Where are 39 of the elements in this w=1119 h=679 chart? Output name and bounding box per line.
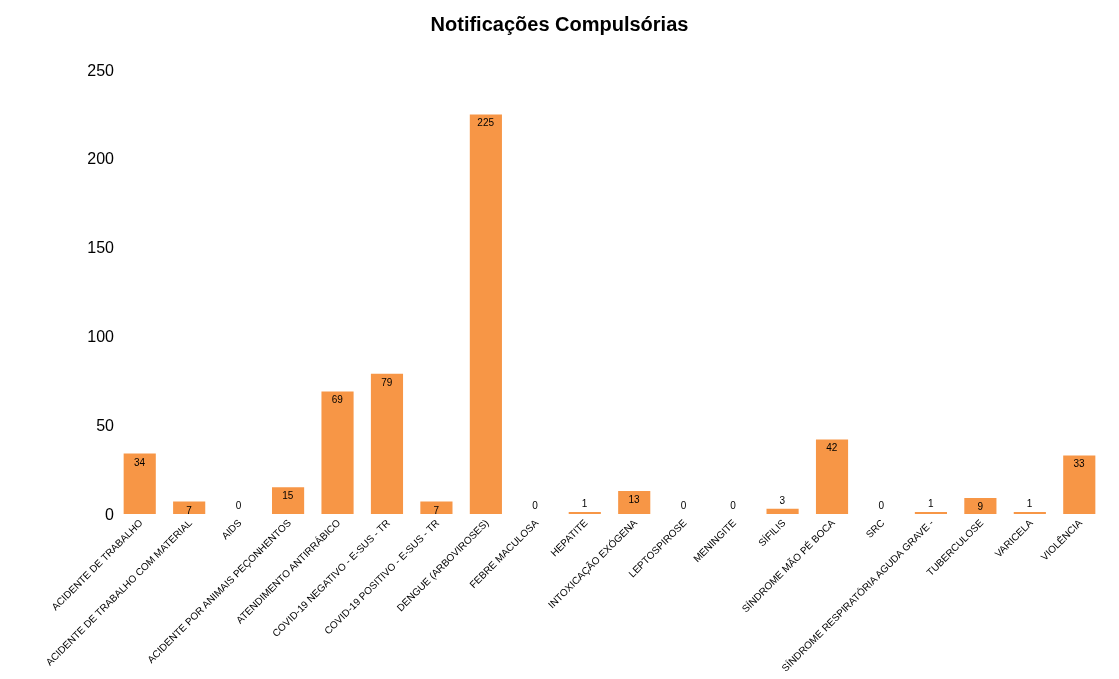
y-tick-label: 200 xyxy=(87,150,115,168)
y-tick-label: 50 xyxy=(96,416,115,434)
data-label: 34 xyxy=(133,456,146,468)
bar xyxy=(1063,455,1096,514)
data-label: 0 xyxy=(235,500,242,511)
bar xyxy=(370,373,404,514)
data-label: 225 xyxy=(477,117,495,129)
data-label: 0 xyxy=(878,500,885,511)
bar xyxy=(272,487,305,514)
data-label: 33 xyxy=(1073,458,1086,470)
y-tick-label: 150 xyxy=(87,239,115,257)
data-label: 7 xyxy=(186,504,193,516)
data-label: 42 xyxy=(826,442,838,454)
y-tick-label: 250 xyxy=(87,61,115,79)
bar xyxy=(173,501,206,514)
data-label: 79 xyxy=(381,376,393,388)
y-tick-label: 0 xyxy=(105,505,115,523)
data-label: 0 xyxy=(680,500,687,511)
bar xyxy=(321,391,354,514)
data-label: 9 xyxy=(977,501,984,513)
y-tick-label: 100 xyxy=(87,328,115,345)
data-label: 1 xyxy=(1026,498,1033,509)
data-label: 0 xyxy=(532,500,539,511)
data-label: 1 xyxy=(927,498,934,509)
bar xyxy=(766,508,799,514)
data-label: 1 xyxy=(581,498,588,509)
data-label: 69 xyxy=(331,394,344,406)
data-label: 0 xyxy=(730,500,737,511)
bar xyxy=(420,501,453,514)
bar xyxy=(469,114,502,514)
bar xyxy=(123,453,156,514)
data-label: 3 xyxy=(779,494,786,506)
data-label: 7 xyxy=(433,504,440,516)
bar xyxy=(815,439,849,514)
bar xyxy=(964,498,997,514)
data-label: 13 xyxy=(628,493,641,505)
data-label: 15 xyxy=(282,490,294,502)
chart-title: Notificações Compulsórias xyxy=(430,12,689,35)
bar xyxy=(618,490,651,514)
